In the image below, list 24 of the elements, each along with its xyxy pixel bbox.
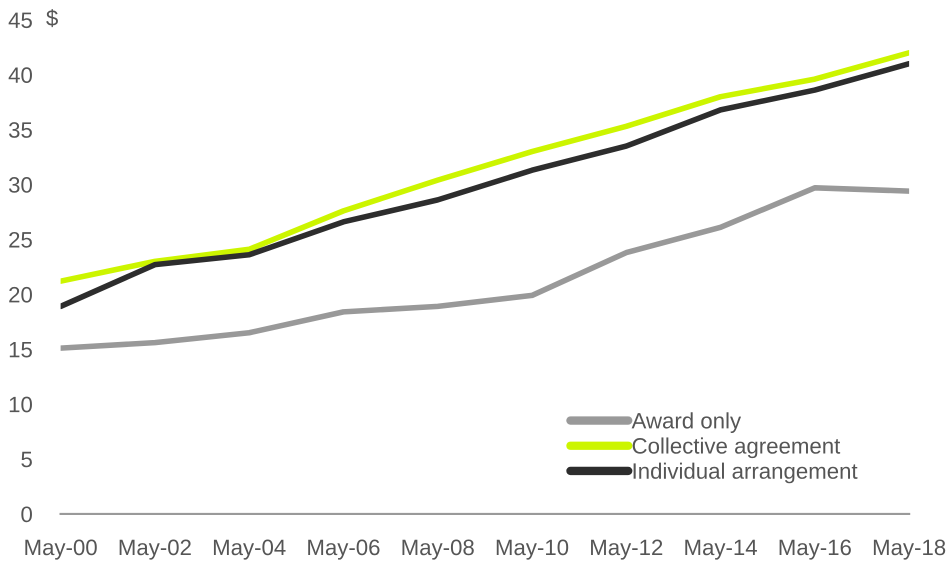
x-tick-label: May-08 — [402, 540, 474, 560]
y-tick-label: 20 — [9, 286, 32, 303]
y-tick-label: 0 — [21, 506, 32, 522]
x-tick-label: May-10 — [496, 540, 568, 560]
y-tick-label: 40 — [8, 67, 32, 83]
y-tick-label: 10 — [10, 396, 32, 412]
y-tick-label: 15 — [10, 342, 32, 358]
x-tick-label: May-18 — [874, 540, 946, 560]
y-tick-label: 45 — [8, 12, 32, 28]
y-tick-label: 30 — [8, 177, 32, 193]
x-tick-label: May-02 — [120, 540, 191, 560]
y-tick-label: 5 — [21, 452, 32, 468]
legend-label: Individual arrangement — [634, 462, 858, 484]
x-tick-label: May-12 — [591, 540, 662, 560]
legend-label: Award only — [632, 412, 742, 433]
x-tick-label: May-00 — [25, 540, 97, 560]
legend-label: Collective agreement — [632, 437, 840, 458]
y-axis-title: $ — [46, 9, 58, 28]
x-tick-label: May-14 — [685, 540, 757, 560]
y-tick-label: 35 — [8, 122, 32, 138]
x-tick-label: May-06 — [308, 540, 380, 560]
x-tick-label: May-16 — [780, 540, 851, 560]
y-tick-label: 25 — [9, 232, 32, 248]
x-tick-label: May-04 — [214, 540, 286, 560]
